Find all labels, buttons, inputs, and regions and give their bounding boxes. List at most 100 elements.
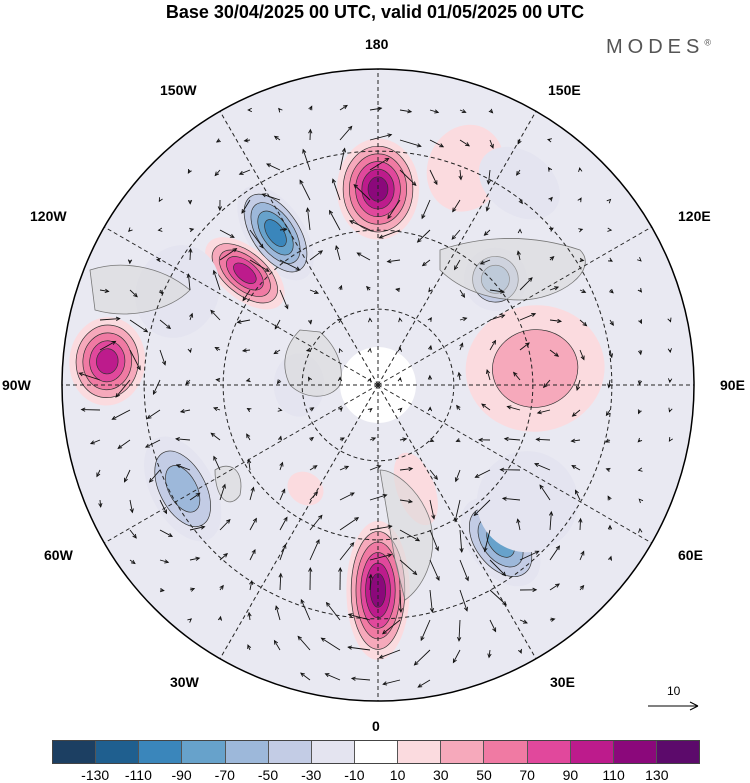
wind-arrow [413, 649, 431, 666]
wind-arrow [307, 319, 313, 325]
wind-arrow [668, 437, 673, 442]
wind-arrow [353, 184, 371, 201]
meridian-line [377, 111, 537, 386]
wind-arrow [369, 106, 383, 111]
wind-arrow [219, 248, 238, 261]
lon-label-150e: 150E [548, 82, 581, 98]
wind-arrow [487, 649, 492, 659]
positive-anomaly-contour [96, 348, 119, 375]
meridian-line [104, 226, 379, 386]
wind-arrow [479, 259, 491, 265]
wind-arrow [347, 645, 371, 651]
colorbar-swatch [224, 741, 268, 763]
wind-arrow [369, 493, 388, 501]
colorbar-tick-label: 90 [562, 767, 579, 783]
wind-arrow [667, 317, 672, 323]
wind-arrow [189, 312, 194, 321]
wind-arrow [189, 227, 195, 233]
wind-arrow [339, 517, 360, 531]
wind-arrow [454, 469, 461, 483]
wind-arrow [274, 319, 281, 330]
wind-arrow [399, 466, 414, 472]
wind-arrow [459, 589, 469, 612]
wind-arrow [428, 344, 433, 351]
modes-logo: MODES® [606, 36, 711, 59]
wind-arrow [158, 197, 163, 203]
wind-arrow [489, 339, 497, 351]
wind-arrow [305, 347, 311, 353]
wind-arrow [459, 317, 468, 322]
colorbar-swatch [440, 741, 484, 763]
wind-arrow [638, 498, 644, 504]
wind-arrow [249, 486, 255, 501]
wind-arrow [238, 169, 251, 175]
wind-arrow [571, 465, 581, 471]
wind-arrow [309, 465, 318, 471]
wind-arrow [99, 316, 121, 321]
wind-arrow [429, 469, 438, 481]
wind-arrow [249, 259, 270, 272]
wind-vectors [78, 104, 673, 688]
wind-arrow [575, 379, 581, 392]
colorbar-swatch [267, 741, 311, 763]
wind-arrow [159, 499, 167, 515]
wind-arrow [219, 584, 224, 591]
wind-arrow [274, 605, 281, 621]
wind-arrow [277, 407, 283, 412]
wind-arrow [309, 436, 315, 442]
wind-arrow [300, 598, 311, 621]
wind-arrow [516, 518, 521, 531]
wind-arrow [152, 379, 161, 396]
wind-arrow [398, 317, 403, 323]
wind-arrow [535, 437, 551, 442]
wind-arrow [549, 583, 561, 591]
wind-arrow [369, 437, 377, 442]
wind-arrow [519, 342, 530, 351]
wind-arrow [456, 404, 461, 411]
wind-arrow [276, 379, 282, 385]
wind-arrow [451, 229, 461, 240]
wind-arrow [247, 107, 252, 113]
wind-arrow [297, 635, 311, 651]
wind-arrow [416, 229, 431, 243]
wind-arrow [429, 109, 440, 114]
wind-arrow [189, 492, 201, 501]
wind-arrow [187, 199, 193, 205]
wind-arrow [503, 436, 521, 442]
wind-arrow [144, 439, 161, 448]
wind-arrow [429, 169, 438, 186]
wind-arrow [339, 465, 350, 471]
colorbar-tick-label: -130 [81, 767, 110, 783]
lon-label-180: 180 [365, 36, 389, 52]
wind-arrow [324, 673, 341, 681]
wind-arrow [111, 409, 131, 420]
wind-arrow [579, 349, 585, 361]
wind-arrow [300, 672, 311, 681]
wind-arrow [369, 553, 393, 561]
wind-arrow [429, 139, 445, 148]
wind-arrow [578, 228, 584, 233]
colorbar-tick-label: 30 [433, 767, 449, 783]
wind-arrow [309, 250, 324, 261]
wind-arrow [399, 139, 422, 148]
wind-arrow [159, 587, 165, 593]
wind-arrow [243, 138, 251, 143]
colorbar-swatch [612, 741, 656, 763]
wind-arrow [481, 403, 491, 411]
negative-anomaly-contour [264, 219, 287, 247]
wind-arrow [478, 437, 491, 443]
wind-arrow [279, 461, 284, 471]
wind-arrow [337, 318, 342, 323]
wind-arrow [517, 228, 523, 234]
wind-arrow [339, 104, 348, 111]
wind-arrow [129, 499, 134, 514]
wind-arrow [548, 196, 553, 202]
wind-arrow [309, 407, 315, 412]
wind-arrow [519, 587, 538, 592]
wind-arrow [607, 379, 612, 389]
colorbar-tick-label: -30 [301, 767, 322, 783]
wind-arrow [458, 169, 463, 181]
wind-arrow [548, 227, 554, 232]
wind-arrow [382, 619, 401, 635]
lon-label-120w: 120W [30, 208, 67, 224]
